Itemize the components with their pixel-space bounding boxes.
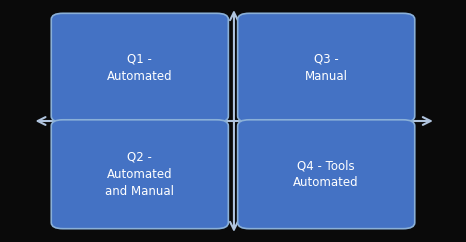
FancyBboxPatch shape — [238, 13, 415, 122]
Text: Q2 -
Automated
and Manual: Q2 - Automated and Manual — [105, 151, 174, 198]
FancyBboxPatch shape — [238, 120, 415, 229]
FancyBboxPatch shape — [51, 13, 228, 122]
FancyBboxPatch shape — [51, 120, 228, 229]
Text: Q3 -
Manual: Q3 - Manual — [305, 53, 348, 83]
Text: Q1 -
Automated: Q1 - Automated — [107, 53, 172, 83]
Text: Q4 - Tools
Automated: Q4 - Tools Automated — [294, 159, 359, 189]
